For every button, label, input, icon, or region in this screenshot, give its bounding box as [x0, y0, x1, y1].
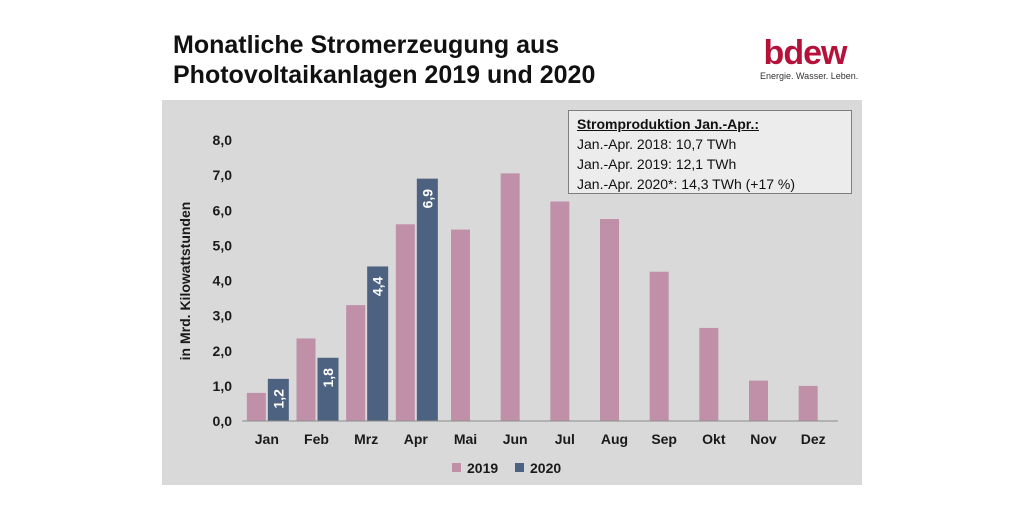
bar-2019-feb: [296, 338, 316, 421]
bar-2019-okt: [699, 327, 719, 421]
x-tick-label: Mai: [454, 431, 477, 447]
legend-label-2020: 2020: [530, 460, 561, 476]
chart-title: Monatliche Stromerzeugung aus Photovolta…: [173, 30, 595, 90]
info-box-line-2020: Jan.-Apr. 2020*: 14,3 TWh (+17 %): [577, 176, 796, 192]
bar-2020-feb: [317, 357, 339, 421]
production-info-box: Stromproduktion Jan.-Apr.: Jan.-Apr. 201…: [568, 110, 852, 194]
bar-2019-apr: [395, 224, 415, 421]
info-box-line-2018: Jan.-Apr. 2018: 10,7 TWh: [577, 136, 737, 152]
bar-2019-dez: [798, 385, 818, 421]
legend-label-2019: 2019: [467, 460, 498, 476]
info-box-line-2019: Jan.-Apr. 2019: 12,1 TWh: [577, 156, 737, 172]
x-tick-label: Jan: [255, 431, 279, 447]
legend-swatch-2019: [452, 463, 461, 472]
info-box-heading: Stromproduktion Jan.-Apr.:: [577, 116, 759, 132]
x-tick-label: Jun: [503, 431, 528, 447]
y-tick-label: 8,0: [213, 132, 233, 148]
logo-wordmark: bdew: [763, 34, 848, 72]
x-tick-label: Mrz: [354, 431, 378, 447]
bar-2019-mrz: [346, 305, 366, 421]
bar-2019-aug: [600, 219, 619, 421]
y-tick-label: 5,0: [213, 237, 233, 253]
y-tick-label: 1,0: [213, 378, 233, 394]
y-tick-label: 0,0: [213, 413, 233, 429]
bar-2019-nov: [749, 380, 768, 421]
y-tick-label: 7,0: [213, 167, 233, 183]
data-label-2020-jan: 1,2: [270, 389, 286, 409]
bar-2019-sep: [649, 271, 669, 421]
x-tick-label: Dez: [801, 431, 826, 447]
bar-2020-apr: [416, 178, 438, 421]
y-tick-label: 2,0: [213, 343, 233, 359]
data-label-2020-mrz: 4,4: [370, 277, 386, 297]
bar-2020-mrz: [367, 266, 389, 421]
chart-title-line1: Monatliche Stromerzeugung aus: [173, 31, 560, 59]
bar-2019-jan: [246, 392, 266, 421]
bar-2019-mai: [451, 229, 470, 421]
data-label-2020-feb: 1,8: [320, 368, 336, 388]
x-tick-label: Okt: [702, 431, 726, 447]
bdew-logo: bdew Energie. Wasser. Leben.: [760, 34, 859, 81]
x-tick-label: Sep: [651, 431, 677, 447]
x-tick-label: Feb: [304, 431, 329, 447]
data-label-2020-apr: 6,9: [419, 189, 435, 209]
chart-title-line2: Photovoltaikanlagen 2019 und 2020: [173, 61, 596, 89]
x-tick-label: Aug: [601, 431, 628, 447]
y-tick-label: 3,0: [213, 308, 233, 324]
bar-2020-jan: [267, 378, 289, 421]
bar-2019-jun: [500, 173, 520, 421]
y-tick-label: 4,0: [213, 273, 233, 289]
logo-tagline: Energie. Wasser. Leben.: [760, 71, 859, 81]
x-tick-label: Jul: [555, 431, 575, 447]
x-tick-label: Apr: [404, 431, 429, 447]
x-tick-label: Nov: [750, 431, 777, 447]
legend-swatch-2020: [515, 463, 524, 472]
y-axis-title: in Mrd. Kilowattstunden: [177, 202, 193, 361]
y-tick-label: 6,0: [213, 202, 233, 218]
bar-2019-jul: [550, 201, 570, 421]
